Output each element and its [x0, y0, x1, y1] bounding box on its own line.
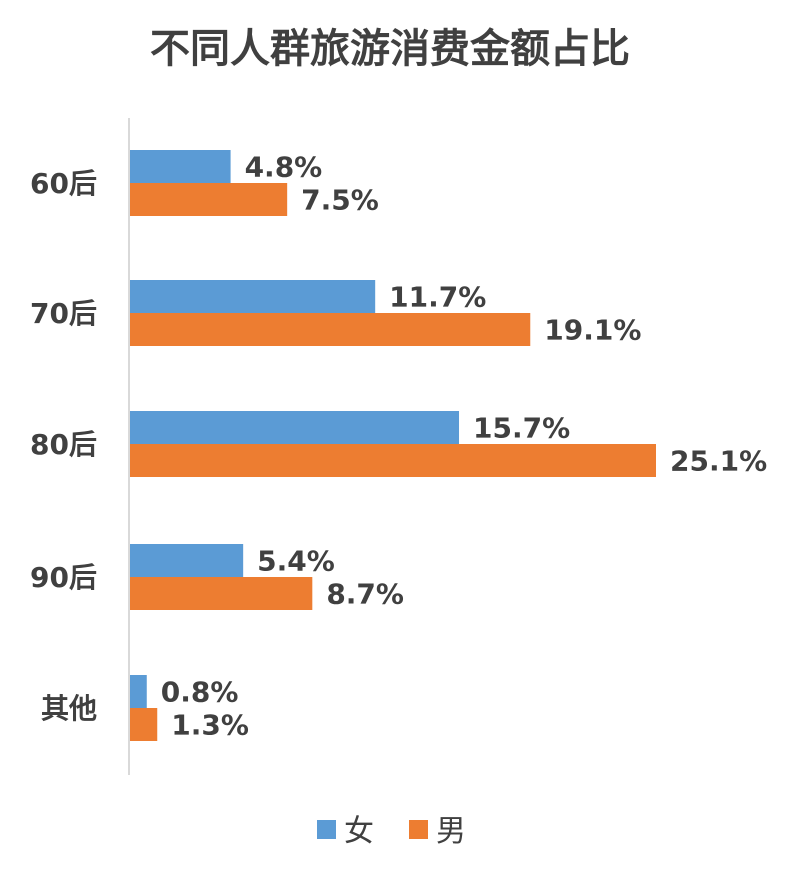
legend-label: 女 — [344, 814, 374, 849]
chart-title: 不同人群旅游消费金额占比 — [150, 26, 630, 72]
data-label: 15.7% — [473, 412, 570, 445]
category-label: 70后 — [30, 297, 97, 330]
bar-female — [130, 280, 376, 313]
data-label: 8.7% — [326, 578, 404, 611]
legend: 女男 — [317, 814, 466, 849]
legend-label: 男 — [436, 814, 466, 849]
bar-male — [130, 313, 531, 346]
data-label: 5.4% — [257, 545, 335, 578]
legend-swatch — [317, 820, 336, 839]
data-label: 19.1% — [544, 314, 641, 347]
bar-female — [130, 150, 231, 183]
bar-male — [130, 444, 656, 477]
category-label: 80后 — [30, 428, 97, 461]
data-label: 11.7% — [389, 281, 486, 314]
category-label: 90后 — [30, 561, 97, 594]
legend-swatch — [409, 820, 428, 839]
labels-layer: 60后 4.8%7.5% 70后 11.7% 19.1% 80后 15.7% 25.1% 90后… — [30, 151, 767, 742]
data-label: 4.8% — [245, 151, 323, 184]
bar-male — [130, 577, 313, 610]
bar-male — [130, 183, 288, 216]
category-label: 其他 — [41, 692, 97, 725]
data-label: 25.1% — [670, 445, 767, 478]
data-label: 0.8% — [161, 676, 239, 709]
bar-female — [130, 544, 244, 577]
bars-layer — [130, 150, 656, 741]
bar-female — [130, 411, 460, 444]
data-label: 7.5% — [301, 184, 379, 217]
bar-male — [130, 708, 158, 741]
category-label: 60后 — [30, 167, 97, 200]
bar-female — [130, 675, 147, 708]
data-label: 1.3% — [171, 709, 249, 742]
